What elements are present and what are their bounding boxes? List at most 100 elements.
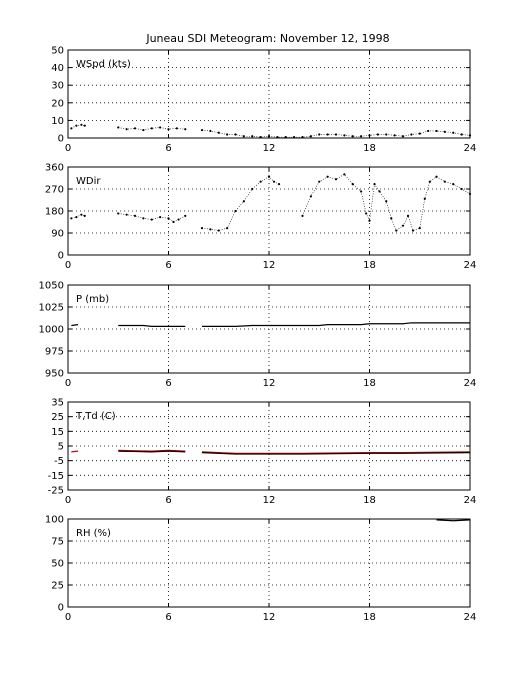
y-tick-label: -15 [48, 471, 64, 482]
x-tick-label: 12 [263, 143, 276, 154]
data-point [284, 136, 287, 139]
y-tick-label: -25 [48, 486, 64, 497]
data-point [390, 217, 393, 220]
data-point [167, 217, 170, 220]
panel-wind-direction: 0 6 12 18 24 0 90 180 270 360 WDir [45, 163, 476, 272]
data-point [150, 127, 153, 130]
x-tick-label: 18 [363, 378, 376, 389]
y-tick-label: 180 [45, 207, 64, 218]
panel-label: T,Td (C) [75, 411, 116, 422]
x-tick-label: 6 [165, 143, 171, 154]
panel-label: RH (%) [76, 528, 111, 539]
panel-relative-humidity: 0 6 12 18 24 0 25 50 75 100 RH (%) [45, 515, 476, 624]
x-tick-label: 0 [65, 612, 71, 623]
data-point [133, 127, 137, 130]
chart-title: Juneau SDI Meteogram: November 12, 1998 [145, 32, 389, 45]
data-point [411, 229, 415, 232]
series-line [118, 450, 186, 453]
data-point [326, 133, 329, 136]
x-tick-label: 6 [165, 260, 171, 271]
data-point [443, 130, 446, 133]
y-tick-label: 0 [58, 603, 64, 614]
data-point [175, 127, 178, 130]
data-point [167, 128, 170, 131]
panel-label: WDir [76, 176, 101, 187]
x-tick-label: 12 [263, 495, 276, 506]
x-tick-label: 0 [65, 378, 71, 389]
y-tick-label: 25 [51, 412, 64, 423]
y-tick-label: 75 [51, 537, 64, 548]
data-trace [201, 129, 471, 138]
data-point [334, 178, 338, 181]
series-line [71, 324, 79, 327]
y-tick-label: 5 [58, 442, 64, 453]
data-point [83, 124, 86, 127]
series-line [436, 519, 471, 522]
y-tick-label: 950 [45, 369, 64, 380]
series-line [201, 452, 471, 455]
data-point [309, 135, 312, 138]
data-point [435, 129, 438, 133]
x-tick-label: 12 [263, 378, 276, 389]
x-tick-label: 0 [65, 495, 71, 506]
data-point [351, 135, 354, 138]
data-trace [71, 214, 85, 219]
data-point [125, 128, 128, 131]
data-point [309, 195, 312, 198]
series-line [71, 450, 79, 453]
data-point [460, 133, 463, 136]
x-tick-label: 18 [363, 260, 376, 271]
y-tick-label: 360 [45, 163, 64, 174]
data-trace [201, 176, 280, 231]
y-tick-label: 35 [51, 398, 64, 409]
data-point [376, 133, 379, 136]
data-point [217, 131, 220, 134]
data-point [423, 197, 426, 200]
x-tick-label: 24 [464, 378, 477, 389]
data-point [418, 227, 421, 230]
y-tick-label: 50 [51, 559, 64, 570]
x-tick-label: 12 [263, 612, 276, 623]
data-point [259, 136, 262, 139]
data-point [418, 132, 421, 135]
y-tick-label: -5 [54, 456, 64, 467]
series-line [118, 449, 186, 452]
y-tick-label: 15 [51, 427, 64, 438]
y-tick-label: 270 [45, 185, 64, 196]
data-point [133, 214, 137, 217]
data-point [83, 214, 86, 217]
data-point [401, 135, 405, 138]
series-line [118, 324, 186, 327]
data-trace [118, 213, 186, 223]
x-tick-label: 18 [363, 495, 376, 506]
data-trace [302, 173, 471, 232]
data-point [117, 212, 120, 215]
x-tick-label: 0 [65, 143, 71, 154]
data-point [443, 180, 446, 183]
y-tick-label: 20 [51, 98, 64, 109]
y-tick-label: 1025 [39, 303, 64, 314]
y-tick-label: 90 [51, 229, 64, 240]
panel-label: WSpd (kts) [76, 59, 131, 70]
x-tick-label: 24 [464, 495, 477, 506]
x-tick-label: 18 [363, 143, 376, 154]
data-point [217, 229, 220, 232]
x-tick-label: 12 [263, 260, 276, 271]
data-point [393, 134, 396, 137]
panel-label: P (mb) [76, 294, 109, 305]
x-tick-label: 0 [65, 260, 71, 271]
data-point [200, 128, 204, 132]
y-tick-label: 1050 [39, 281, 64, 292]
y-tick-label: 50 [51, 46, 64, 57]
data-point [150, 218, 153, 221]
x-tick-label: 6 [165, 378, 171, 389]
data-point [259, 180, 262, 183]
y-tick-label: 10 [51, 116, 64, 127]
y-tick-label: 40 [51, 63, 64, 74]
y-tick-label: 100 [45, 515, 64, 526]
x-tick-label: 18 [363, 612, 376, 623]
data-trace [71, 124, 85, 129]
data-point [406, 214, 410, 217]
series-line [202, 322, 470, 327]
